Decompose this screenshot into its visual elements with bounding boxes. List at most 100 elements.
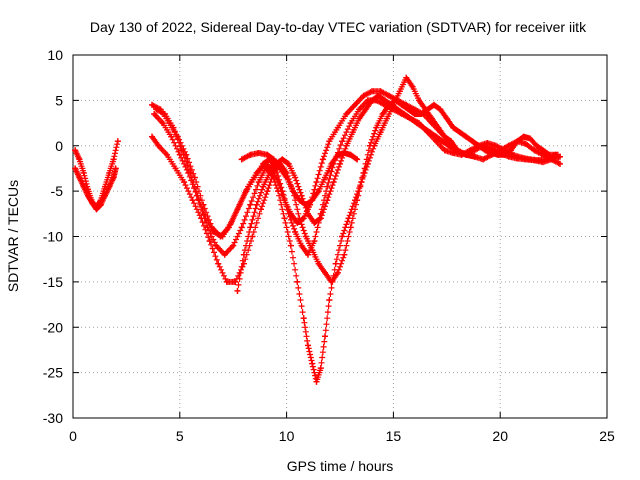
data-point (383, 115, 390, 122)
data-point (302, 201, 309, 208)
data-point (458, 150, 465, 157)
data-point (253, 201, 260, 208)
data-point (522, 140, 529, 147)
data-point (388, 101, 395, 108)
y-axis-label: SDTVAR / TECUs (5, 180, 21, 292)
data-point (322, 174, 329, 181)
y-tick-label: 5 (55, 92, 63, 108)
data-point (413, 120, 420, 127)
data-point (360, 169, 367, 176)
data-point (80, 183, 87, 190)
data-point (298, 242, 305, 249)
data-point (531, 157, 538, 164)
data-point (76, 156, 83, 163)
data-point (114, 138, 121, 145)
data-point (377, 129, 384, 136)
data-point (520, 133, 527, 140)
x-tick-label: 5 (176, 428, 184, 444)
data-point (557, 160, 564, 167)
data-point (287, 210, 294, 217)
data-point (356, 106, 363, 113)
data-point (112, 165, 119, 172)
grid-lines (73, 55, 607, 418)
data-series (72, 74, 564, 385)
data-point (463, 133, 470, 140)
data-point (324, 183, 331, 190)
data-point (398, 101, 405, 108)
data-point (326, 138, 333, 145)
series-markers (72, 165, 119, 213)
data-point (266, 169, 273, 176)
chart-title: Day 130 of 2022, Sidereal Day-to-day VTE… (90, 19, 587, 35)
data-point (392, 97, 399, 104)
data-point (341, 251, 348, 258)
data-point (347, 151, 354, 158)
data-point (302, 233, 309, 240)
x-tick-label: 25 (599, 428, 615, 444)
data-point (309, 360, 316, 367)
data-point (339, 138, 346, 145)
data-point (255, 150, 262, 157)
data-point (198, 215, 205, 222)
data-point (514, 138, 521, 145)
data-point (260, 183, 267, 190)
data-point (354, 197, 361, 204)
data-point (428, 115, 435, 122)
data-point (304, 342, 311, 349)
data-point (264, 188, 271, 195)
axis-ticks: 0 5 10 15 20 25 -30 -25 -20 -15 -10 -5 0 5 10 (43, 47, 615, 444)
data-point (80, 169, 87, 176)
data-point (176, 151, 183, 158)
data-point (394, 106, 401, 113)
data-point (309, 197, 316, 204)
data-point (433, 133, 440, 140)
data-point (317, 365, 324, 372)
series-markers (234, 92, 478, 294)
data-point (253, 169, 260, 176)
data-point (290, 188, 297, 195)
data-point (285, 160, 292, 167)
data-point (539, 159, 546, 166)
data-point (149, 101, 156, 108)
data-point (347, 120, 354, 127)
data-point (324, 197, 331, 204)
data-point (245, 183, 252, 190)
data-point (424, 106, 431, 113)
data-point (270, 156, 277, 163)
data-point (187, 169, 194, 176)
data-point (351, 101, 358, 108)
data-point (247, 201, 254, 208)
data-point (283, 174, 290, 181)
data-point (255, 179, 262, 186)
data-point (407, 115, 414, 122)
data-point (168, 133, 175, 140)
data-point (548, 156, 555, 163)
data-point (362, 106, 369, 113)
data-point (279, 156, 286, 163)
data-point (539, 147, 546, 154)
data-point (437, 106, 444, 113)
data-point (262, 165, 269, 172)
data-point (106, 169, 113, 176)
series-trace-g (234, 92, 478, 294)
data-point (228, 219, 235, 226)
data-point (375, 92, 382, 99)
data-point (322, 333, 329, 340)
data-point (189, 197, 196, 204)
data-point (330, 179, 337, 186)
y-tick-label: -5 (51, 183, 64, 199)
data-point (360, 92, 367, 99)
data-point (89, 199, 96, 206)
data-point (403, 74, 410, 81)
data-point (465, 151, 472, 158)
data-point (326, 297, 333, 304)
data-point (309, 247, 316, 254)
data-point (343, 110, 350, 117)
y-tick-label: -20 (43, 319, 63, 335)
data-point (522, 156, 529, 163)
data-point (232, 278, 239, 285)
data-point (298, 192, 305, 199)
data-point (418, 110, 425, 117)
data-point (405, 106, 412, 113)
data-point (311, 219, 318, 226)
